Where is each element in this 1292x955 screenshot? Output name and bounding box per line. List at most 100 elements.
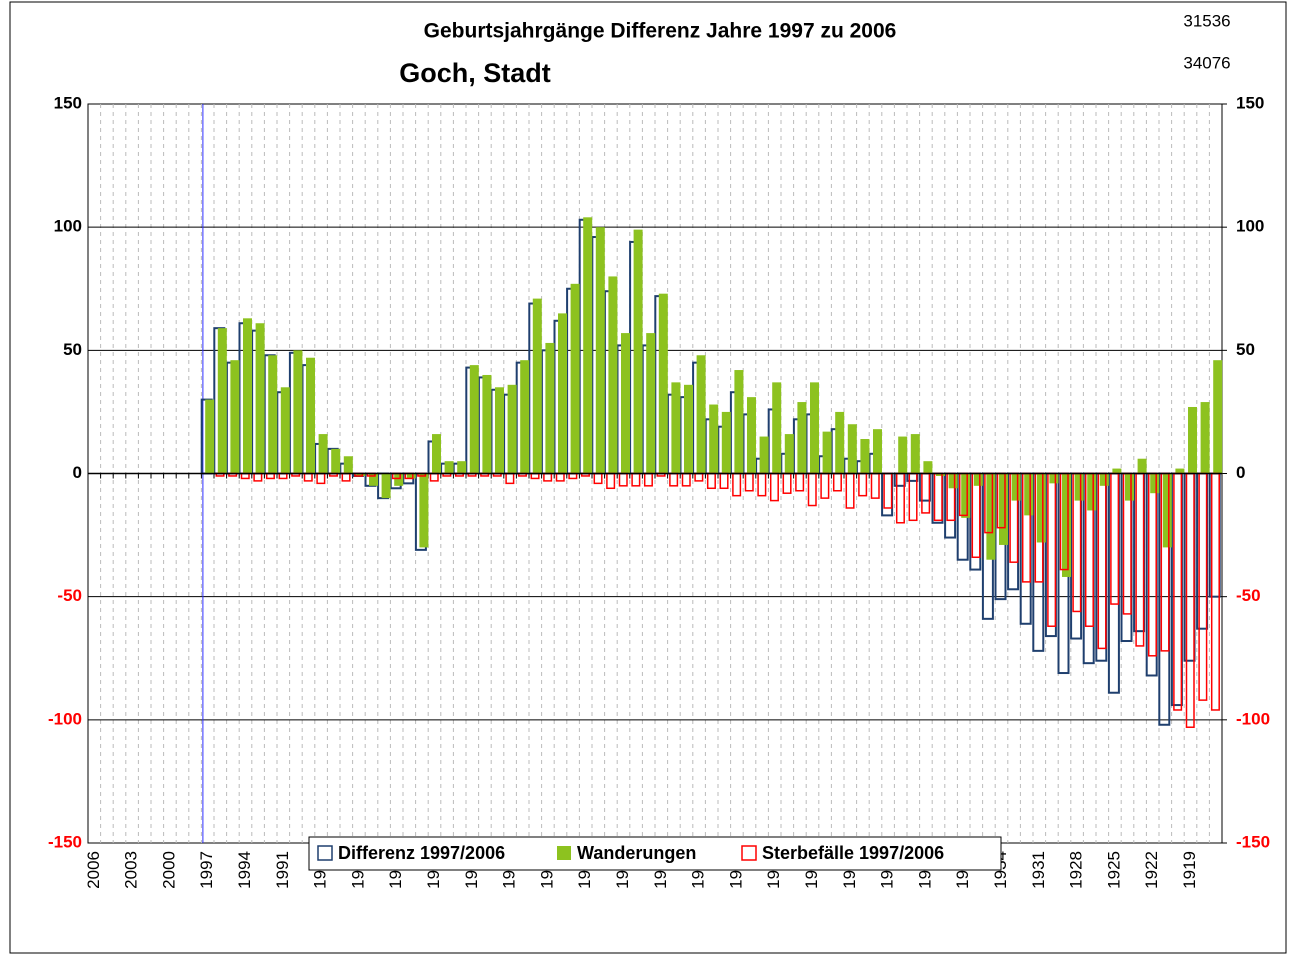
bar [243,318,252,474]
y-tick-label: 100 [54,217,82,236]
bar [482,374,492,474]
bar [784,434,794,474]
bar [217,328,227,474]
legend-swatch [317,845,333,861]
bar [999,473,1008,545]
bar [822,431,832,474]
y2-tick-label: -100 [1236,709,1270,728]
bar [747,397,756,474]
bar [406,473,416,479]
bar [1188,406,1197,474]
bar [721,411,731,474]
y-tick-label: -150 [48,832,82,851]
bar [583,217,593,474]
bar [696,355,706,474]
bar [684,384,693,474]
bar [759,436,769,474]
bar [923,461,933,474]
x-tick-label: 1991 [273,851,292,889]
bar [772,382,782,474]
bar [1036,473,1046,543]
bar [293,350,303,474]
y2-tick-label: 50 [1236,340,1255,359]
y2-tick-label: -150 [1236,832,1270,851]
bar [255,323,265,474]
y-tick-label: -50 [57,586,82,605]
bar [381,473,391,499]
bar [910,434,920,474]
bar [280,387,290,474]
bar [810,382,819,474]
bar [1150,473,1160,494]
bar [835,411,845,474]
bar [621,333,630,474]
bar [1087,473,1097,511]
bar [507,384,517,474]
x-tick-label: 1997 [197,851,216,889]
bar [671,382,681,474]
bar [394,473,404,486]
bar [1112,468,1122,474]
x-tick-label: 2006 [84,851,103,889]
bar [469,365,479,474]
bar [1137,458,1147,474]
x-tick-label: 1919 [1180,851,1199,889]
bar [847,424,857,474]
bar [898,436,908,474]
y2-tick-label: 100 [1236,217,1264,236]
bar [369,473,378,486]
y-tick-label: 50 [63,340,82,359]
y2-tick-label: -50 [1236,586,1261,605]
bar [873,429,882,474]
chart-subtitle: Goch, Stadt [399,58,551,88]
bar [1213,360,1223,474]
annotation: 31536 [1183,11,1230,30]
bar [1175,468,1185,474]
bar [558,313,567,474]
bar [268,355,278,474]
bar [860,439,870,474]
bar [419,473,429,548]
bar [532,298,542,474]
bar [432,434,441,474]
bar [595,227,605,474]
bar [608,276,618,474]
x-tick-label: 1925 [1104,851,1123,889]
bar [961,473,971,518]
bar [986,473,996,560]
annotation: 34076 [1183,53,1230,72]
x-tick-label: 1928 [1067,851,1086,889]
bar [1024,473,1034,516]
bar [633,229,643,474]
legend-label: Differenz 1997/2006 [338,843,505,863]
bar [495,387,504,474]
bar [1200,402,1210,474]
bar [570,283,580,474]
x-tick-label: 2003 [122,851,141,889]
bar [230,360,240,474]
legend-swatch [741,845,757,861]
bar [1062,473,1071,577]
bar [797,402,807,474]
bar [205,399,215,474]
bar [658,293,668,474]
legend-label: Wanderungen [577,843,696,863]
bar [936,473,945,476]
bar [545,342,555,474]
y-tick-label: 150 [54,93,82,112]
legend-box [308,836,1002,871]
bar [1074,473,1084,501]
bar [646,333,656,474]
bar [520,360,530,474]
bar [1125,473,1134,501]
bar [1099,473,1109,486]
bar [331,448,341,474]
bar [343,456,353,474]
y2-tick-label: 0 [1236,463,1245,482]
chart-title: Geburtsjahrgänge Differenz Jahre 1997 zu… [424,20,897,43]
x-tick-label: 2000 [159,851,178,889]
x-tick-label: 1994 [235,851,254,889]
bar [1049,473,1059,484]
